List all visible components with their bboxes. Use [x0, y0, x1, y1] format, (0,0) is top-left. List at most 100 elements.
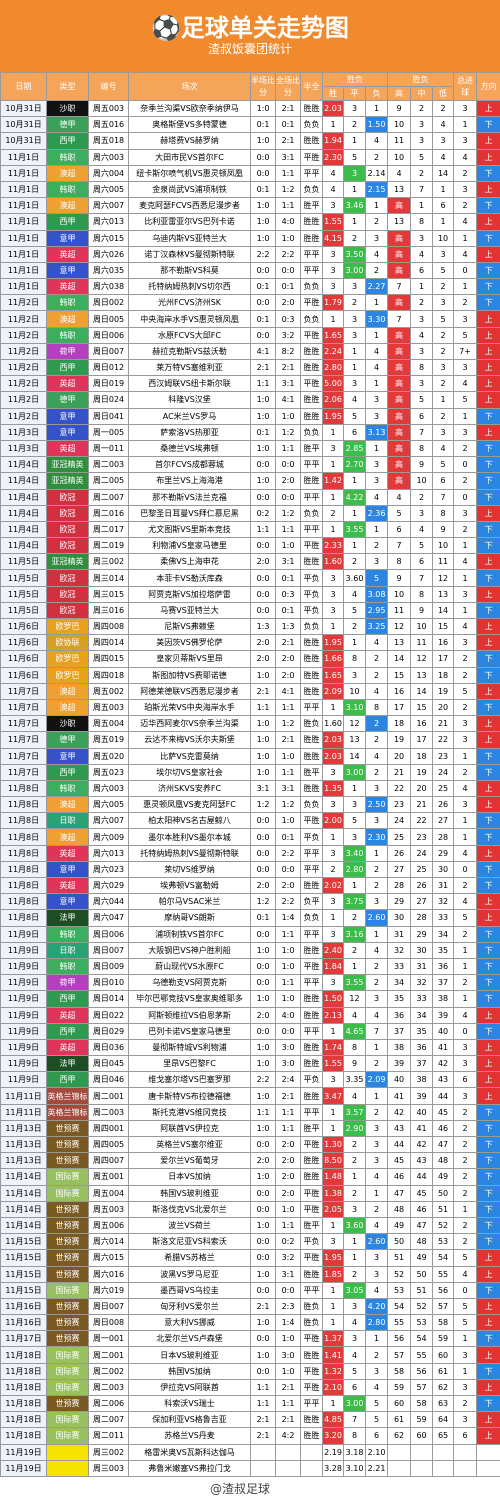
code: 周日036 [88, 1038, 129, 1057]
league: 法甲 [46, 1055, 89, 1073]
code: 周五003 [88, 99, 129, 118]
total-goals: 4 [453, 553, 478, 571]
full-score: 1:0 [275, 229, 301, 247]
low: 47 [432, 1135, 455, 1154]
half-full: 胜负 [300, 1297, 323, 1316]
match: 柏太阳神VS名古屋鲸八 [128, 812, 251, 830]
table-row: 10月31日 西甲 周五018 赫塔费VS赫罗纳 1:0 2:1 胜胜 1.94 1 4 11 3 3 3… [0, 132, 500, 150]
mid: 3 [410, 310, 434, 328]
half-full: 平平 [300, 164, 323, 182]
half-full: 平胜 [300, 1184, 323, 1202]
odds-loss: 5 [364, 1411, 389, 1429]
total-goals: 4 [453, 375, 478, 393]
direction: 下 [476, 1103, 500, 1121]
mid: 48 [410, 1233, 434, 1251]
mid [410, 1459, 434, 1477]
high: 29 [387, 893, 412, 911]
total-goals: 2 [453, 666, 478, 684]
half-score: 1:3 [250, 617, 276, 636]
odds-draw: 2 [343, 1152, 366, 1170]
full-score: 1:0 [275, 747, 301, 765]
odds-win: 2 [322, 504, 344, 522]
half-score: 1:0 [250, 1055, 276, 1073]
table-row: 11月1日 韩职 周六005 金泉尚武VS浦项制铁 0:1 1:2 负负 4 1 2.15 13 7 1… [0, 180, 500, 199]
direction: 上 [476, 634, 500, 652]
mid: 30 [410, 941, 434, 959]
table-row: 11月9日 日职 周日007 大阪钢巴VS神户胜利船 1:0 1:0 胜胜 2.40 2 4 32 3… [0, 941, 500, 959]
low: 5 [432, 261, 455, 280]
full-score: 3:1 [275, 779, 301, 798]
mid: 26 [410, 876, 434, 895]
odds-win: 1 [322, 1297, 344, 1316]
low: 1 [432, 391, 455, 409]
league: 欧冠 [46, 537, 89, 555]
half-full: 胜胜 [300, 1087, 323, 1105]
direction: 下 [476, 1022, 500, 1040]
date: 11月2日 [0, 326, 47, 344]
low: 55 [432, 1265, 455, 1283]
table-row: 11月9日 西甲 周日029 巴列卡诺VS皇家马德里 0:0 0:0 平平 1 4.65 7 37 3… [0, 1022, 500, 1040]
half-full: 平平 [300, 1022, 323, 1040]
odds-win: 1.65 [322, 666, 344, 684]
table-row: 11月4日 欧冠 周二016 巴黎圣日耳曼VS拜仁慕尼黑 0:2 1:2 负负 2 1 2.36 5… [0, 504, 500, 522]
total-goals: 1 [453, 1200, 478, 1218]
high: 高 [387, 391, 412, 409]
half-full: 负负 [300, 180, 323, 199]
mid: 58 [410, 1394, 434, 1413]
odds-loss: 2.80 [364, 1314, 389, 1332]
odds-draw: 4 [343, 391, 366, 409]
mid: 38 [410, 1071, 434, 1089]
low: 19 [432, 682, 455, 700]
match: 阿联酋VS伊拉克 [128, 1119, 251, 1138]
odds-win: 1 [322, 1119, 344, 1138]
low: 23 [432, 747, 455, 765]
high: 10 [387, 585, 412, 603]
direction: 上 [476, 715, 500, 733]
full-score: 1:2 [275, 423, 301, 441]
match: 美因茨VS佛罗伦萨 [128, 634, 251, 652]
full-score: 1:1 [275, 763, 301, 781]
sub-column-header: 高 [387, 86, 412, 101]
table-row: 11月6日 欧罗巴 周四015 皇家贝蒂斯VS里昂 2:0 2:0 胜胜 1.66 8 2 14 12… [0, 650, 500, 668]
table-row: 11月5日 欧冠 周三016 马赛VS亚特兰大 0:0 0:1 平负 3 5 2.95 11 9 14 1… [0, 601, 500, 620]
table-body: 10月31日 沙职 周五003 奈季兰沟渠VS欧奈季纳伊马 1:0 2:1 胜胜 2.03 3 1… [0, 99, 500, 1477]
odds-win: 1.37 [322, 1330, 344, 1348]
match: 帕尔马VSAC米兰 [128, 893, 251, 911]
mid: 56 [410, 1362, 434, 1380]
mid: 4 [410, 520, 434, 539]
match: 蔚山现代VS水原FC [128, 957, 251, 976]
mid: 3 [410, 229, 434, 247]
half-full: 胜胜 [300, 472, 323, 490]
half-full: 平平 [300, 456, 323, 474]
table-row: 11月8日 意甲 周六044 帕尔马VSAC米兰 1:2 2:2 负平 3 3.75 3 29 27 3… [0, 893, 500, 911]
mid: 1 [410, 278, 434, 296]
half-score: 0:0 [250, 1022, 276, 1040]
half-full: 胜胜 [300, 358, 323, 377]
odds-draw: 3.75 [343, 893, 366, 911]
table-row: 11月4日 亚冠精英 周二005 布里兰VS上海海港 1:0 2:0 胜胜 1.42 1 3 高 10… [0, 472, 500, 490]
low: 33 [432, 909, 455, 927]
half-full: 平负 [300, 828, 323, 846]
half-full [300, 1443, 323, 1461]
low: 11 [432, 553, 455, 571]
date: 11月18日 [0, 1346, 47, 1364]
half-full: 平胜 [300, 1249, 323, 1267]
odds-draw: 3 [343, 1330, 366, 1348]
total-goals: 2 [453, 925, 478, 943]
date: 11月18日 [0, 1378, 47, 1397]
league: 亚冠精英 [46, 456, 89, 474]
total-goals: 2 [453, 1152, 478, 1170]
high: 高 [387, 342, 412, 361]
low: 26 [432, 796, 455, 814]
total-goals: 5 [453, 909, 478, 927]
direction: 下 [476, 439, 500, 458]
odds-draw: 1 [343, 779, 366, 798]
league: 韩职 [46, 148, 89, 166]
full-score: 0:2 [275, 1233, 301, 1251]
code: 周五003 [88, 698, 129, 717]
total-goals: 6 [453, 1427, 478, 1445]
match: 水原FCVS大邱FC [128, 326, 251, 344]
odds-win: 2.05 [322, 1200, 344, 1218]
direction: 下 [476, 472, 500, 490]
odds-loss: 2.21 [364, 1459, 389, 1477]
